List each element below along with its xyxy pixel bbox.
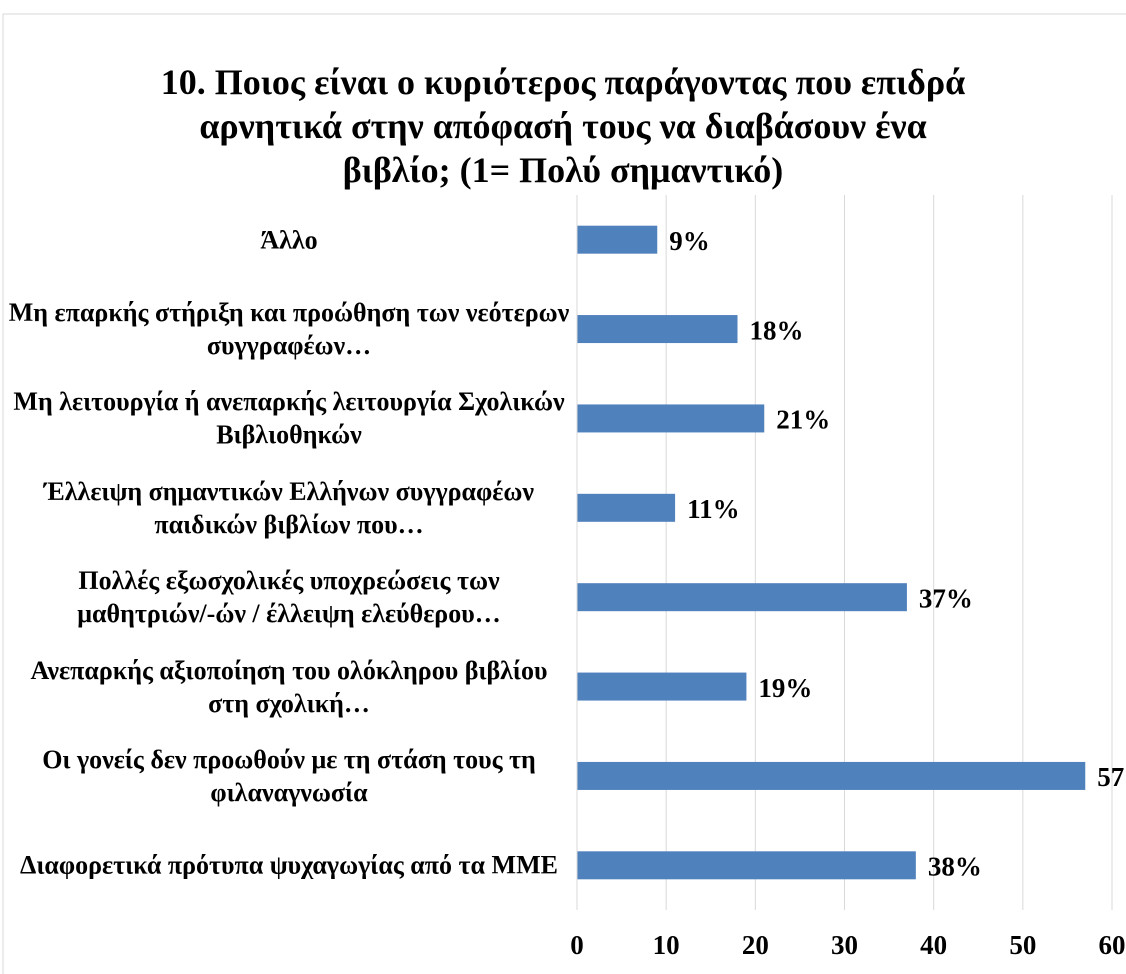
x-tick-label: 30 [831,930,858,960]
value-label: 57% [1097,762,1126,792]
x-tick-label: 0 [570,930,584,960]
bar [577,225,658,254]
bar [577,851,916,880]
value-label: 21% [776,405,830,435]
chart-title: 10. Ποιος είναι ο κυριότερος παράγοντας … [160,62,966,102]
bar [577,761,1086,790]
x-tick-label: 50 [1009,930,1036,960]
x-tick-label: 40 [920,930,947,960]
y-tick-label: Οι γονείς δεν προωθούν με τη στάση τους … [42,744,536,807]
y-tick-label: Πολλές εξωσχολικές υποχρεώσεις των μαθητ… [77,566,501,629]
x-tick-label: 60 [1099,930,1126,960]
y-tick-label: Ανεπαρκής αξιοποίηση του ολόκληρου βιβλί… [30,655,548,718]
bar [577,493,676,522]
chart-border [2,13,1126,974]
y-tick-label: Έλλειψη σημαντικών Ελλήνων συγγραφέων πα… [44,476,534,539]
y-tick-label: Άλλο [260,225,318,255]
x-tick-label: 10 [653,930,680,960]
chart-title: αρνητικά στην απόφασή τους να διαβάσουν … [199,106,927,146]
bar [577,315,738,344]
y-tick-label: Μη επαρκής στήριξη και προώθηση των νεότ… [8,298,570,361]
bar [577,672,747,701]
bar [577,583,907,612]
value-label: 11% [687,494,740,524]
value-label: 18% [750,315,804,345]
y-tick-label: Διαφορετικά πρότυπα ψυχαγωγίας από τα ΜΜ… [20,850,558,880]
value-label: 9% [669,226,710,256]
value-label: 37% [919,583,973,613]
value-label: 19% [758,673,812,703]
value-label: 38% [928,852,982,882]
y-tick-label: Μη λειτουργία ή ανεπαρκής λειτουργία Σχο… [13,387,565,450]
x-tick-label: 20 [742,930,769,960]
chart-title: βιβλίο; (1= Πολύ σημαντικό) [342,150,784,190]
bar [577,404,765,433]
